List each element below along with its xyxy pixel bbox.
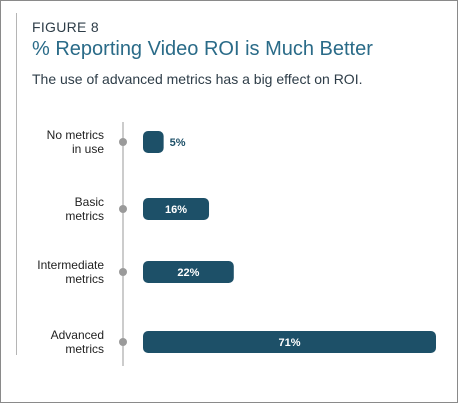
figure-number: FIGURE 8 xyxy=(32,19,99,35)
bar xyxy=(143,331,436,353)
chart-title: % Reporting Video ROI is Much Better xyxy=(32,38,373,60)
value-label: 71% xyxy=(278,337,300,349)
value-label: 22% xyxy=(177,267,199,279)
bar xyxy=(143,198,210,220)
category-label: Intermediate metrics xyxy=(37,258,104,286)
left-rule xyxy=(16,13,17,355)
axis-tick-dot xyxy=(119,268,127,276)
axis-tick-dot xyxy=(119,138,127,146)
category-label: Advanced metrics xyxy=(51,328,104,356)
bar xyxy=(143,261,234,283)
axis-tick-dot xyxy=(119,205,127,213)
value-label: 5% xyxy=(170,137,186,149)
axis-tick-dot xyxy=(119,338,127,346)
value-label: 16% xyxy=(165,204,187,216)
category-label: No metrics in use xyxy=(47,128,105,156)
category-label: Basic metrics xyxy=(65,195,104,223)
chart-subtitle: The use of advanced metrics has a big ef… xyxy=(32,71,363,87)
bar xyxy=(143,131,164,153)
